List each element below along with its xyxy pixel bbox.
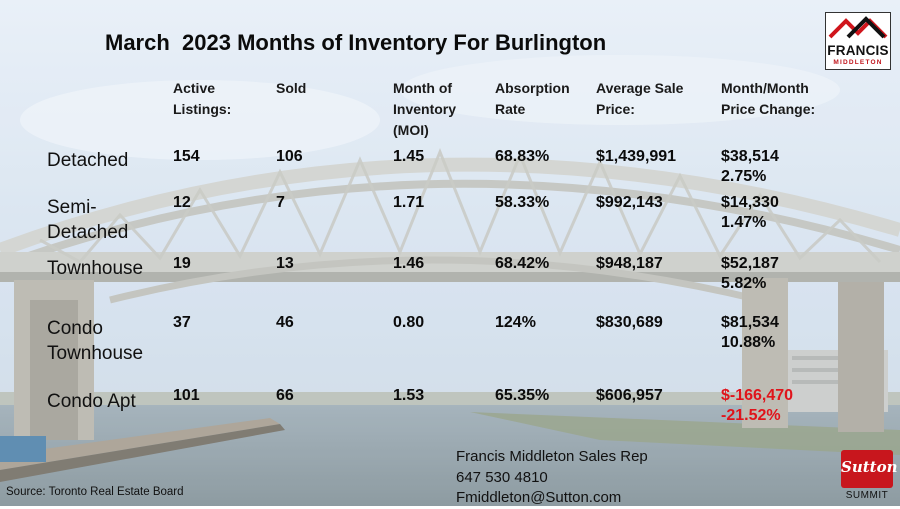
logo-subname: MIDDLETON (833, 59, 883, 66)
contact-email: Fmiddleton@Sutton.com (456, 489, 622, 506)
header-price-change: Month/Month Price Change: (721, 80, 816, 117)
cell-moi: 1.46 (393, 255, 425, 272)
cell-sold: 7 (276, 194, 285, 211)
cell-absorption: 68.83% (495, 148, 550, 165)
row-label-townhouse: Townhouse (47, 258, 144, 279)
cell-price-change: $81,534 10.88% (721, 314, 779, 351)
cell-absorption: 124% (495, 314, 536, 331)
contact-phone: 647 530 4810 (456, 468, 548, 486)
contact-block: Francis Middleton Sales Rep 647 530 4810… (456, 447, 648, 509)
cell-moi: 1.71 (393, 194, 425, 211)
source-note: Source: Toronto Real Estate Board (6, 486, 184, 498)
cell-active: 12 (173, 194, 191, 211)
sutton-logo-sub: SUMMIT (845, 490, 889, 501)
cell-active: 101 (173, 387, 200, 404)
header-absorption-rate: Absorption Rate (495, 80, 570, 117)
cell-sold: 13 (276, 255, 294, 272)
header-sold: Sold (276, 80, 307, 96)
cell-absorption: 65.35% (495, 387, 550, 404)
cell-moi: 1.45 (393, 148, 425, 165)
cell-avg-price: $992,143 (596, 194, 663, 211)
header-average-sale-price: Average Sale Price: (596, 80, 684, 117)
row-label-condo-apt: Condo Apt (47, 391, 136, 412)
house-roof-icon (828, 16, 888, 39)
contact-name: Francis Middleton Sales Rep (456, 448, 648, 465)
sutton-logo-box (841, 450, 893, 488)
sutton-summit-logo: Sutton SUMMIT (839, 450, 898, 504)
cell-avg-price: $1,439,991 (596, 148, 677, 165)
francis-middleton-logo: FRANCIS MIDDLETON (825, 12, 891, 70)
header-active-listings: Active Listings: (173, 80, 232, 117)
row-label-semi-detached: Semi- Detached (47, 197, 129, 243)
logo-name: FRANCIS (827, 43, 889, 58)
cell-avg-price: $830,689 (596, 314, 663, 331)
cell-absorption: 68.42% (495, 255, 550, 272)
cell-sold: 46 (276, 314, 294, 331)
page-title: March 2023 Months of Inventory For Burli… (105, 30, 607, 55)
cell-price-change: $38,514 2.75% (721, 148, 779, 185)
cell-active: 37 (173, 314, 191, 331)
cell-avg-price: $606,957 (596, 387, 663, 404)
cell-moi: 0.80 (393, 314, 425, 331)
cell-active: 19 (173, 255, 191, 272)
cell-avg-price: $948,187 (596, 255, 663, 272)
header-moi: Month of Inventory (MOI) (393, 80, 457, 138)
cell-sold: 66 (276, 387, 294, 404)
sutton-logo-word: Sutton (841, 458, 898, 476)
cell-sold: 106 (276, 148, 303, 165)
cell-active: 154 (173, 148, 200, 165)
cell-price-change: $14,330 1.47% (721, 194, 779, 231)
cell-price-change-negative: $-166,470 -21.52% (721, 387, 794, 424)
row-label-detached: Detached (47, 150, 129, 171)
cell-price-change: $52,187 5.82% (721, 255, 779, 292)
cell-absorption: 58.33% (495, 194, 550, 211)
row-label-condo-townhouse: Condo Townhouse (47, 318, 144, 364)
cell-moi: 1.53 (393, 387, 425, 404)
